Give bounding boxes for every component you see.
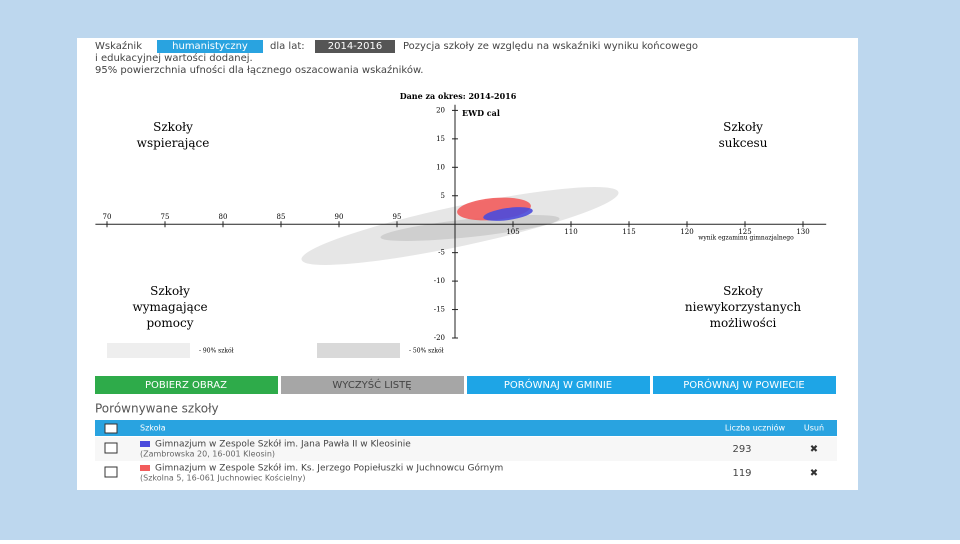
button-label[interactable]: WYCZYŚĆ LISTĘ [332, 378, 411, 391]
x-tick-label: 115 [622, 228, 635, 236]
button-label[interactable]: POBIERZ OBRAZ [145, 380, 227, 391]
school-1-region [483, 207, 533, 221]
x-tick-label: 105 [506, 228, 519, 236]
school-name: Gimnazjum w Zespole Szkół im. Jana Pawła… [155, 439, 411, 450]
region-50 [380, 215, 560, 241]
chart-title: Dane za okres: 2014-2016 [400, 91, 517, 101]
indicator-box[interactable] [157, 40, 263, 53]
button-label[interactable]: PORÓWNAJ W POWIECIE [683, 378, 804, 391]
indicator[interactable]: humanistyczny [172, 41, 248, 52]
button[interactable] [95, 376, 278, 394]
x-tick-label: 125 [738, 228, 751, 236]
button[interactable] [653, 376, 836, 394]
x-tick-label: 85 [277, 213, 286, 221]
y-tick-label: 5 [441, 192, 445, 200]
table-header [95, 420, 837, 436]
column-header: Szkoła [140, 424, 166, 433]
checkbox[interactable] [104, 442, 118, 454]
y-tick-label: -15 [434, 306, 445, 314]
legend-swatch [107, 343, 190, 358]
label: Wskaźnik [95, 40, 142, 52]
school-name: Gimnazjum w Zespole Szkół im. Ks. Jerzeg… [155, 463, 503, 474]
y-axis-label: EWD cal [462, 108, 500, 118]
x-tick-label: 95 [393, 213, 402, 221]
column-header: Usuń [804, 424, 824, 433]
label: dla lat: [270, 41, 305, 52]
x-tick-label: 130 [796, 228, 809, 236]
y-tick-label: -10 [434, 277, 445, 285]
checkbox[interactable] [104, 423, 118, 434]
button-label[interactable]: PORÓWNAJ W GMINIE [504, 378, 612, 391]
button[interactable] [281, 376, 464, 394]
table-title: Porównywane szkoły [95, 402, 219, 416]
x-tick-label: 110 [564, 228, 577, 236]
button[interactable] [467, 376, 650, 394]
students: 293 [732, 444, 751, 455]
row [95, 437, 837, 461]
x-tick-label: 70 [103, 213, 112, 221]
x-tick-label: 80 [219, 213, 228, 221]
x-tick-label: 90 [335, 213, 344, 221]
quadrant-label: Szkoły wspierające [137, 120, 210, 150]
subtitle: 95% powierzchnia ufności dla łącznego os… [95, 64, 423, 76]
y-tick-label: 15 [436, 135, 445, 143]
column-header: Liczba uczniów [725, 423, 786, 433]
quadrant-label: Szkoły wymagające pomocy [132, 284, 207, 330]
description: Pozycja szkoły ze względu na wskaźniki w… [403, 40, 698, 52]
school-address: (Szkolna 5, 16-061 Juchnowiec Kościelny) [140, 473, 306, 483]
description: i edukacyjnej wartości dodanej. [95, 52, 253, 64]
y-tick-label: -5 [438, 249, 445, 257]
years-box[interactable] [315, 40, 395, 53]
y-tick-label: -20 [434, 334, 445, 342]
y-tick-label: 10 [436, 163, 445, 171]
legend-label: - 90% szkół [199, 348, 234, 355]
panel [77, 38, 858, 490]
years[interactable]: 2014-2016 [328, 41, 383, 52]
color-swatch [140, 441, 150, 447]
legend-label: - 50% szkół [409, 348, 444, 355]
y-tick-label: 20 [436, 106, 445, 114]
x-tick-label: 75 [161, 213, 170, 221]
remove[interactable]: ✖ [810, 444, 818, 455]
legend-swatch [317, 343, 400, 358]
students: 119 [732, 468, 751, 479]
school-address: (Zambrowska 20, 16-001 Kleosin) [140, 450, 275, 459]
checkbox[interactable] [104, 466, 118, 478]
x-axis-label: wynik egzaminu gimnazjalnego [698, 235, 794, 242]
x-tick-label: 120 [680, 228, 693, 236]
quadrant-label: Szkoły niewykorzystanych możliwości [685, 284, 801, 330]
quadrant-label: Szkoły sukcesu [719, 120, 768, 150]
remove[interactable]: ✖ [810, 468, 818, 479]
row [95, 461, 837, 485]
color-swatch [140, 465, 150, 471]
